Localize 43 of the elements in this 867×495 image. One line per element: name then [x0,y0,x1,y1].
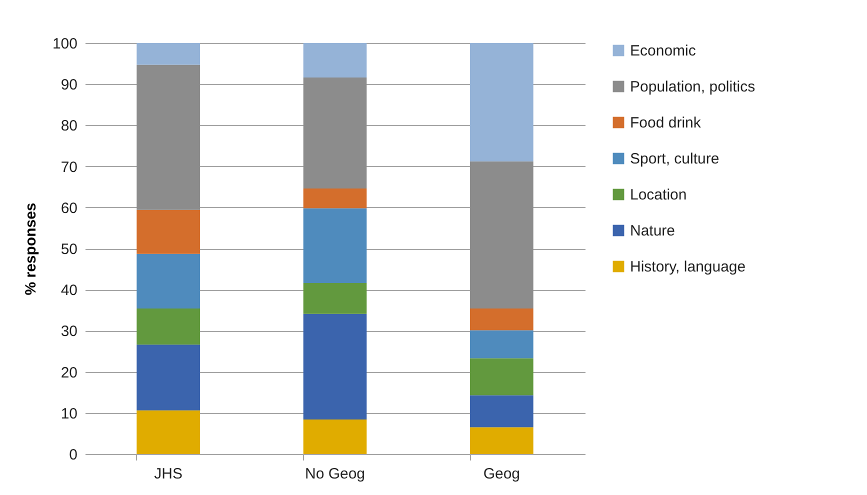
y-tick-label: 70 [60,158,78,176]
bar [136,410,200,454]
y-tick-label: 0 [69,446,78,464]
bar [470,358,534,396]
y-tick-label: 100 [52,36,78,52]
legend-label: Location [630,186,687,204]
y-tick-label: 80 [60,118,78,135]
x-tick-label: Geog [483,466,520,482]
y-tick-label: 50 [60,241,78,258]
y-tick-label: 10 [60,405,78,422]
y-tick-label: 90 [60,76,78,94]
y-tick-label: 20 [60,364,78,382]
bar [303,208,367,284]
legend-label: History, language [630,258,746,276]
bar [470,427,534,454]
legend-label: Nature [630,222,676,240]
legend-label: Population, politics [630,78,756,96]
bar [136,210,200,254]
bar [470,395,534,428]
y-tick-label: 30 [60,323,78,340]
bar [470,330,534,358]
y-tick-label: 40 [60,282,78,300]
bar [303,43,367,78]
legend-label: Economic [630,42,696,60]
bar [136,64,200,210]
legend-label: Sport, culture [630,150,720,168]
bar [136,43,200,65]
x-tick-label: JHS [154,466,183,482]
bar [470,43,534,162]
legend-label: Food drink [630,114,702,132]
bar [303,188,367,208]
bar [136,254,200,309]
bar [470,308,534,330]
x-tick-label: No Geog [304,466,366,482]
bar [470,161,534,309]
bar [303,283,367,314]
bar [136,308,200,345]
bar [303,78,367,188]
y-axis-title: % responses [22,202,40,296]
y-tick-label: 60 [60,200,78,217]
bar [136,344,200,410]
bar [303,314,367,420]
bar [303,419,367,454]
